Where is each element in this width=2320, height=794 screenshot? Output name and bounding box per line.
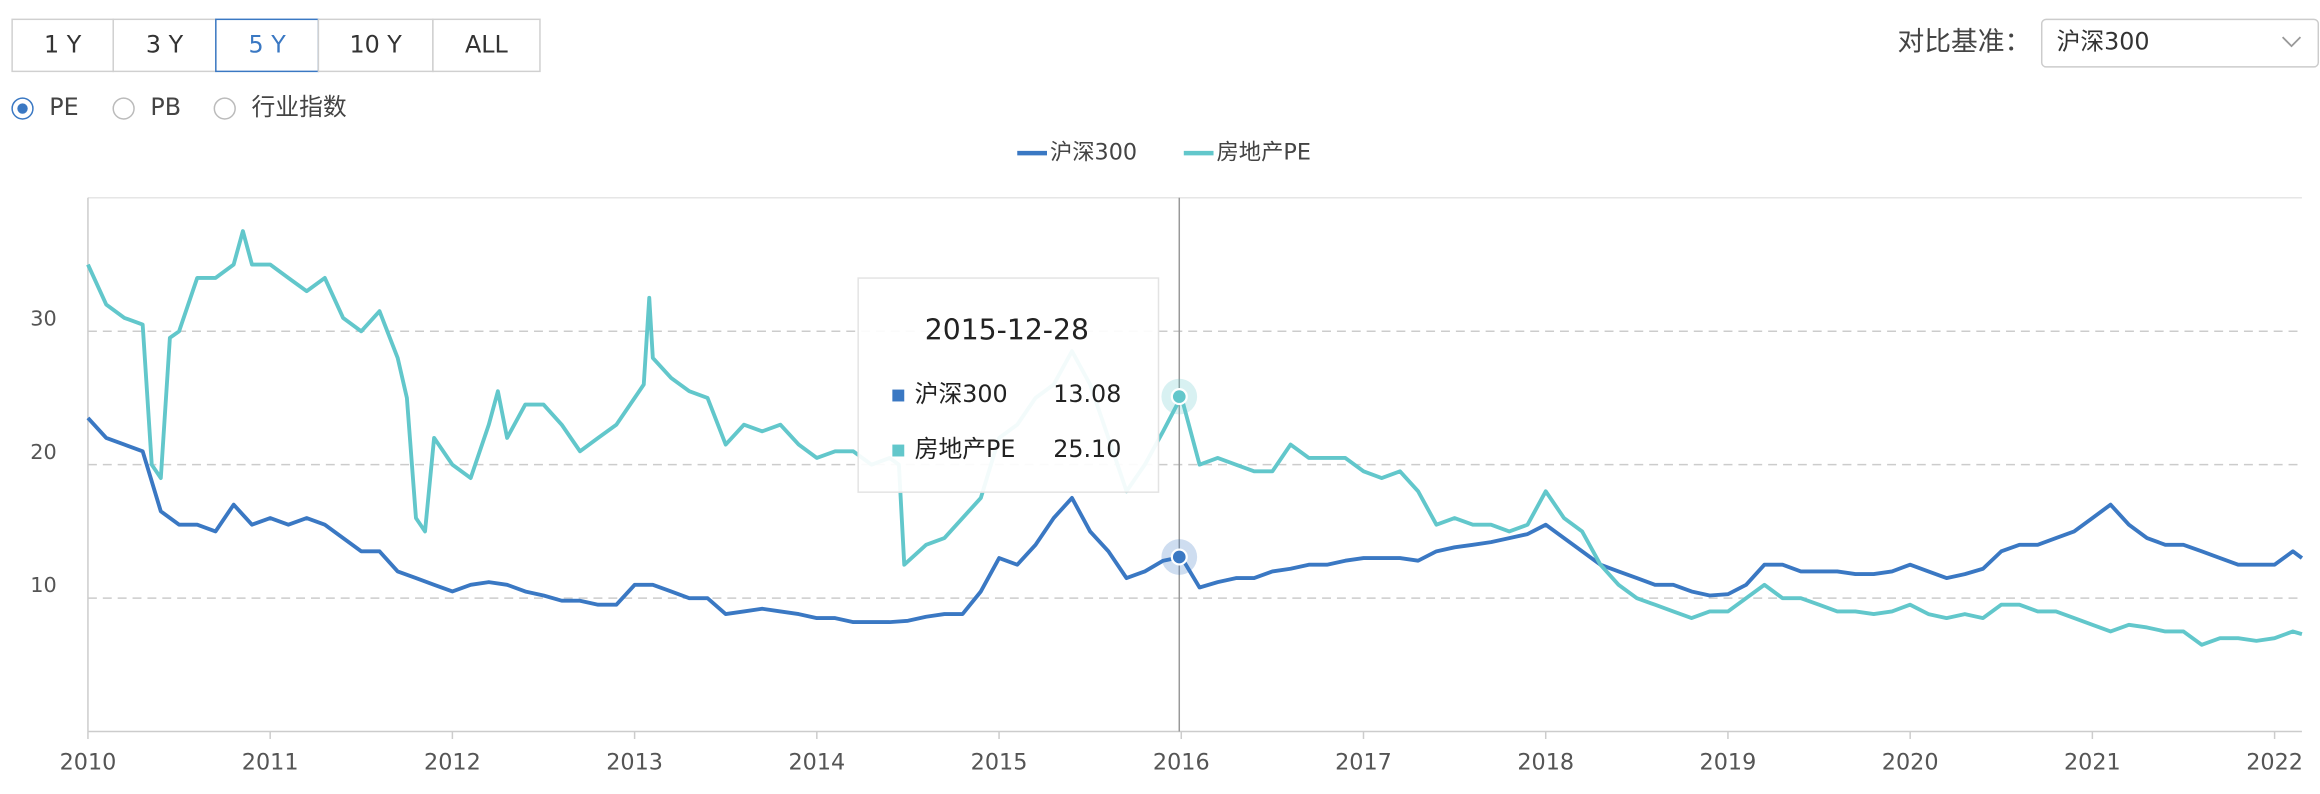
period-button-label: 3 Y (146, 31, 184, 59)
metric-radio[interactable]: PB (112, 93, 181, 121)
period-button[interactable]: 1 Y (11, 18, 114, 73)
select-arrow (2281, 36, 2302, 48)
tooltip-swatch (892, 444, 905, 457)
period-button-box (215, 18, 320, 73)
period-button-label: ALL (465, 31, 509, 59)
period-button-label: 1 Y (44, 31, 82, 59)
legend-label: 房地产PE (1217, 140, 1311, 166)
focus-point (1170, 548, 1188, 566)
y-tick-label: 10 (30, 573, 56, 597)
tooltip-swatch (892, 389, 905, 402)
metric-radio[interactable]: 行业指数 (213, 93, 347, 121)
period-button-label: 10 Y (349, 31, 402, 59)
radio-label: 行业指数 (252, 93, 347, 121)
radio-label: PE (49, 93, 78, 121)
select-box (2040, 18, 2320, 68)
legend-item[interactable]: 沪深300 (1017, 140, 1137, 166)
x-tick-label: 2010 (60, 749, 117, 775)
period-button[interactable]: ALL (432, 18, 541, 73)
x-tick-label: 2018 (1517, 749, 1574, 775)
radio-dot (17, 103, 28, 114)
period-button[interactable]: 3 Y (112, 18, 217, 73)
period-button-box (112, 18, 217, 73)
benchmark-label: 对比基准： (1898, 27, 2032, 58)
x-tick-label: 2019 (1700, 749, 1757, 775)
tooltip-series-name: 沪深300 (915, 380, 1008, 408)
radio-circle (112, 97, 135, 120)
y-tick-label: 20 (30, 440, 56, 464)
tooltip-series-name: 房地产PE (915, 435, 1016, 463)
tooltip-value: 25.10 (1053, 435, 1121, 463)
tooltip-date: 2015-12-28 (925, 314, 1089, 347)
x-tick-label: 2015 (971, 749, 1028, 775)
x-tick-label: 2014 (788, 749, 845, 775)
x-tick-label: 2016 (1153, 749, 1210, 775)
radio-label: PB (150, 93, 181, 121)
period-button[interactable]: 5 Y (215, 18, 320, 73)
period-button[interactable]: 10 Y (317, 18, 434, 73)
y-tick-label: 30 (30, 306, 56, 330)
focus-point (1170, 388, 1188, 406)
x-tick-label: 2021 (2064, 749, 2121, 775)
tooltip: 2015-12-28 沪深300 13.08 房地产PE 25.10 (857, 277, 1160, 493)
period-button-box (432, 18, 541, 73)
benchmark-select[interactable]: 沪深300 (2040, 18, 2320, 68)
tooltip-box (857, 277, 1160, 493)
x-tick-label: 2011 (242, 749, 299, 775)
period-button-box (11, 18, 114, 73)
tooltip-value: 13.08 (1053, 380, 1121, 408)
legend-item[interactable]: 房地产PE (1183, 140, 1311, 166)
period-button-label: 5 Y (249, 31, 287, 59)
x-tick-label: 2012 (424, 749, 481, 775)
legend-label: 沪深300 (1050, 140, 1137, 166)
x-tick-label: 2020 (1882, 749, 1939, 775)
x-tick-label: 2017 (1335, 749, 1392, 775)
x-tick-label: 2013 (606, 749, 663, 775)
radio-circle (213, 97, 236, 120)
select-value: 沪深300 (2057, 28, 2150, 56)
metric-radio[interactable]: PE (11, 93, 79, 121)
series-line (86, 416, 2304, 625)
x-tick-label: 2022 (2246, 749, 2303, 775)
